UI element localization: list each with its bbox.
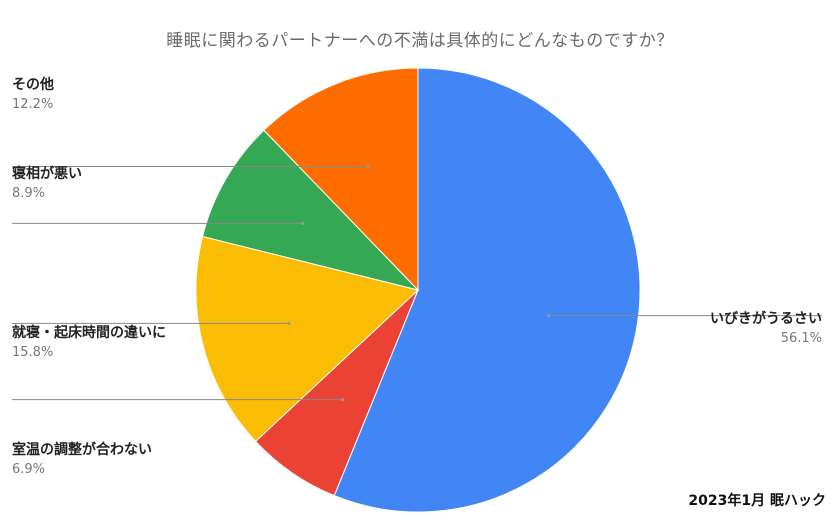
pie-slice-sleep-schedule — [195, 235, 420, 443]
slice-value-snoring: 56.1% — [780, 331, 822, 346]
pie-slice-other — [263, 67, 419, 292]
leader-dot-other — [366, 164, 370, 169]
slice-label-other: その他 12.2% — [12, 74, 54, 112]
leader-dot-snoring — [547, 314, 551, 318]
slice-label-sleep-schedule: 就寝・起床時間の違いに 15.8% — [12, 322, 166, 360]
slice-value-sleep-schedule: 15.8% — [12, 345, 54, 360]
slice-value-other: 12.2% — [12, 97, 54, 112]
slice-label-sleeping-posture: 寝相が悪い 8.9% — [12, 163, 82, 201]
slice-name-snoring: いびきがうるさい — [710, 311, 822, 327]
source-note: 2023年1月 眠ハック — [688, 493, 826, 509]
slice-name-other: その他 — [12, 77, 54, 93]
chart-title: 睡眠に関わるパートナーへの不満は具体的にどんなものですか？ — [166, 31, 674, 51]
slice-value-room-temp: 6.9% — [12, 462, 46, 477]
pie-slice-sleeping-posture — [201, 129, 420, 291]
slice-label-snoring: いびきがうるさい 56.1% — [710, 308, 822, 346]
leader-dot-sleeping-posture — [301, 221, 305, 225]
slice-label-room-temp: 室温の調整が合わない 6.9% — [12, 439, 152, 477]
pie-slice-snoring — [333, 67, 641, 513]
slice-name-sleeping-posture: 寝相が悪い — [12, 166, 82, 182]
slice-name-room-temp: 室温の調整が合わない — [12, 442, 152, 458]
leader-dot-sleep-schedule — [287, 321, 291, 325]
leader-dot-room-temp — [340, 398, 344, 402]
slice-name-sleep-schedule: 就寝・起床時間の違いに — [12, 325, 166, 341]
slice-value-sleeping-posture: 8.9% — [12, 186, 46, 201]
